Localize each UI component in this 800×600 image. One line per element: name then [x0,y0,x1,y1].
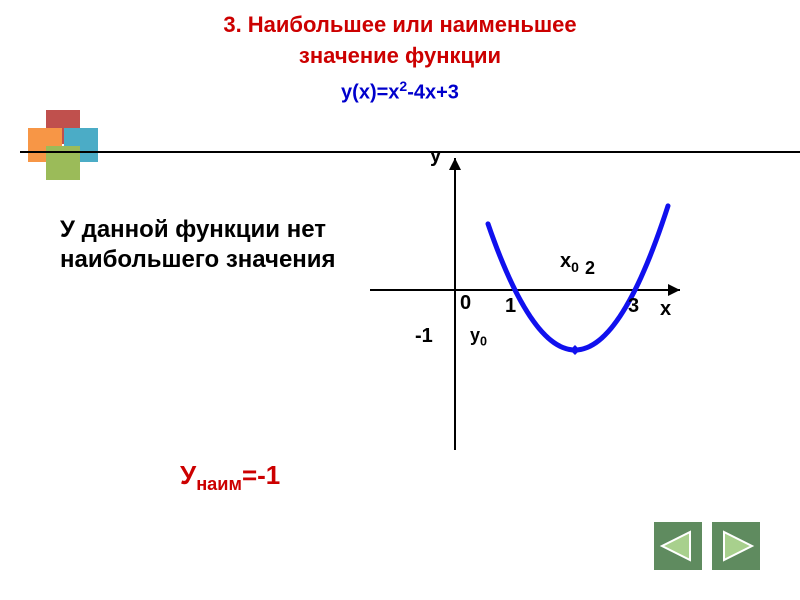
x0-value: 2 [585,258,595,279]
y0-sub: 0 [480,335,487,349]
origin-label: 0 [460,292,471,315]
y-axis-label: у [430,145,441,168]
x0-base: х [560,250,571,272]
ymin-sub: наим [196,474,242,494]
y0-base: у [470,325,480,345]
title-line-2: значение функции [0,41,800,72]
ymin-base: У [180,460,196,490]
formula: у(х)=х2-4х+3 [0,78,800,105]
title-block: 3. Наибольшее или наименьшее значение фу… [0,0,800,104]
next-button[interactable] [712,522,760,570]
neg1-label: -1 [415,325,433,348]
ymin-eq: =-1 [242,460,280,490]
x0-label: х0 [560,250,579,275]
formula-suffix: -4х+3 [407,81,459,103]
formula-prefix: у(х)=х [341,81,399,103]
arrow-left-icon [654,522,702,570]
chart-svg [0,150,800,480]
ymin-result: Унаим=-1 [180,460,280,495]
tick-1-label: 1 [505,295,516,318]
x-axis-label: х [660,298,671,321]
y0-label: у0 [470,325,487,349]
nav-controls [648,522,760,575]
title-line-1: 3. Наибольшее или наименьшее [0,10,800,41]
x0-sub: 0 [571,259,579,275]
prev-button[interactable] [654,522,702,570]
arrow-right-icon [712,522,760,570]
chart: у х 0 1 3 -1 х0 2 у0 [0,150,800,480]
tick-3-label: 3 [628,295,639,318]
